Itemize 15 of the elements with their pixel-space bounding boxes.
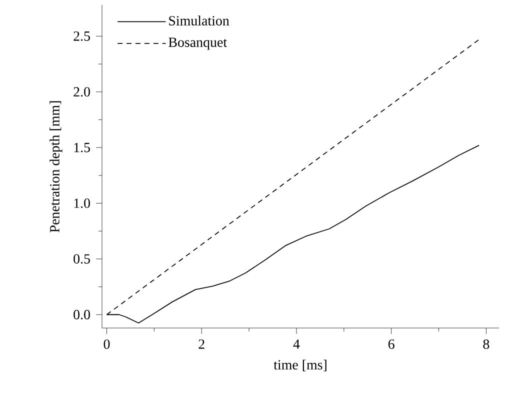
x-tick-label: 6 (388, 339, 394, 349)
y-tick-label: 2.5 (74, 31, 90, 41)
y-tick-label: 0.0 (74, 310, 90, 320)
y-tick-label: 2.0 (74, 87, 90, 97)
x-tick-label: 4 (293, 339, 300, 349)
x-tick-label: 0 (104, 339, 110, 349)
legend-label: Bosanquet (168, 38, 227, 50)
x-tick-label: 2 (198, 339, 204, 349)
legend-label: Simulation (169, 16, 230, 26)
x-axis-title: time [ms] (274, 360, 326, 372)
y-axis-title: Penetration depth [mm] (50, 101, 62, 232)
y-tick-label: 1.5 (74, 142, 90, 152)
y-tick-label: 1.0 (74, 198, 90, 208)
x-tick-label: 8 (483, 339, 490, 349)
y-tick-label: 0.5 (74, 254, 90, 264)
